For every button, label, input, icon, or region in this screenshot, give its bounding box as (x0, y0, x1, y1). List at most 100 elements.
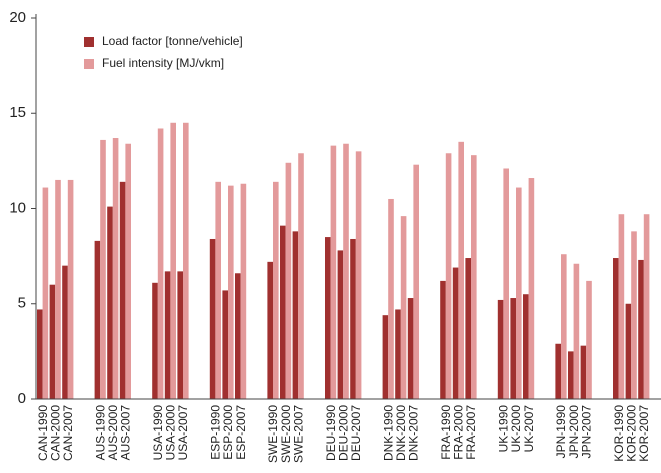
bar (152, 282, 158, 399)
x-tick-label: ESP-1990 (209, 405, 223, 460)
bar (555, 343, 561, 399)
bar (42, 187, 49, 399)
bar (292, 231, 299, 399)
y-tick-label: 15 (9, 104, 26, 121)
bar (280, 225, 286, 399)
bar (325, 237, 331, 399)
y-tick-label: 20 (9, 9, 26, 26)
x-tick-label: CAN-2000 (48, 405, 62, 461)
x-tick-label: USA-2000 (164, 405, 178, 461)
x-tick-label: KOR-2000 (624, 405, 638, 462)
bars (37, 122, 650, 400)
bar (580, 345, 587, 399)
x-tick-label: JPN-2000 (567, 405, 581, 459)
bar (528, 178, 535, 399)
bar (497, 299, 504, 399)
bar (298, 153, 304, 399)
bar (350, 238, 356, 399)
x-tick-label: KOR-1990 (612, 405, 626, 462)
bar (125, 143, 131, 399)
x-tick-label: DNK-1990 (381, 405, 395, 461)
bar (413, 164, 419, 399)
bar (215, 181, 221, 399)
x-tick-label: JPN-1990 (554, 405, 568, 459)
bar (573, 263, 580, 399)
bar (209, 238, 216, 399)
bar (568, 351, 574, 399)
bar (240, 183, 247, 399)
bar (400, 216, 407, 399)
bar (228, 185, 234, 399)
x-tick-label: ESP-2000 (221, 405, 235, 460)
x-tick-label: AUS-2007 (119, 405, 133, 461)
legend-label: Fuel intensity [MJ/vkm] (102, 56, 224, 70)
x-tick-label: AUS-1990 (93, 405, 107, 461)
bar (458, 141, 464, 399)
bar (407, 298, 414, 399)
bar (471, 155, 477, 399)
x-tick-label: ESP-2007 (234, 405, 248, 460)
x-tick-label: CAN-1990 (36, 405, 50, 461)
bar (561, 254, 567, 399)
bar (523, 294, 529, 399)
bar (618, 214, 625, 399)
bar (235, 273, 241, 399)
bar (643, 214, 650, 399)
y-tick-label: 0 (18, 390, 26, 407)
x-tick-label: FRA-2000 (452, 405, 466, 460)
x-tick-label: DNK-2007 (407, 405, 421, 461)
bar (177, 271, 183, 399)
bar (613, 258, 619, 399)
x-tick-label: UK-1990 (497, 405, 511, 453)
bar (382, 315, 389, 399)
x-tick-label: AUS-2000 (106, 405, 120, 461)
bar (440, 280, 446, 399)
x-tick-label: DEU-1990 (324, 405, 338, 461)
bar (516, 187, 522, 399)
bar (510, 298, 516, 399)
bar (343, 143, 349, 399)
legend-swatch (84, 37, 94, 47)
bar (170, 122, 176, 400)
bar (445, 153, 452, 399)
x-tick-label: SWE-2007 (291, 405, 305, 463)
bar (222, 290, 228, 399)
x-tick-label: KOR-2007 (637, 405, 651, 462)
x-tick-label: DNK-2000 (394, 405, 408, 461)
bar (164, 271, 171, 399)
x-tick-label: DEU-2000 (336, 405, 350, 461)
x-tick-label: UK-2007 (522, 405, 536, 453)
bar (625, 303, 632, 399)
x-tick-label: SWE-1990 (266, 405, 280, 463)
bar (388, 198, 394, 399)
bar (355, 151, 362, 399)
bar (330, 145, 337, 399)
bar (100, 139, 106, 400)
y-tick-label: 10 (9, 199, 26, 216)
x-tick-label: FRA-1990 (439, 405, 453, 460)
bar (183, 122, 189, 400)
bar (94, 240, 101, 399)
legend-label: Load factor [tonne/vehicle] (102, 34, 243, 48)
x-tick-label: USA-2007 (176, 405, 190, 461)
bar (107, 206, 113, 399)
bar (37, 309, 43, 399)
x-tick-label: DEU-2007 (349, 405, 363, 461)
x-tick-label: UK-2000 (509, 405, 523, 453)
bar (503, 168, 509, 399)
legend-swatch (84, 59, 94, 69)
bar (157, 128, 164, 400)
bar (631, 231, 637, 399)
bar (273, 181, 279, 399)
y-tick-label: 5 (18, 295, 26, 312)
bar (55, 179, 61, 399)
bar (62, 265, 68, 399)
bar (285, 162, 292, 399)
bar (49, 284, 56, 399)
bar (452, 267, 459, 399)
bar (267, 261, 273, 399)
bar (112, 138, 119, 399)
x-tick-label: FRA-2007 (464, 405, 478, 460)
bar (465, 258, 471, 399)
